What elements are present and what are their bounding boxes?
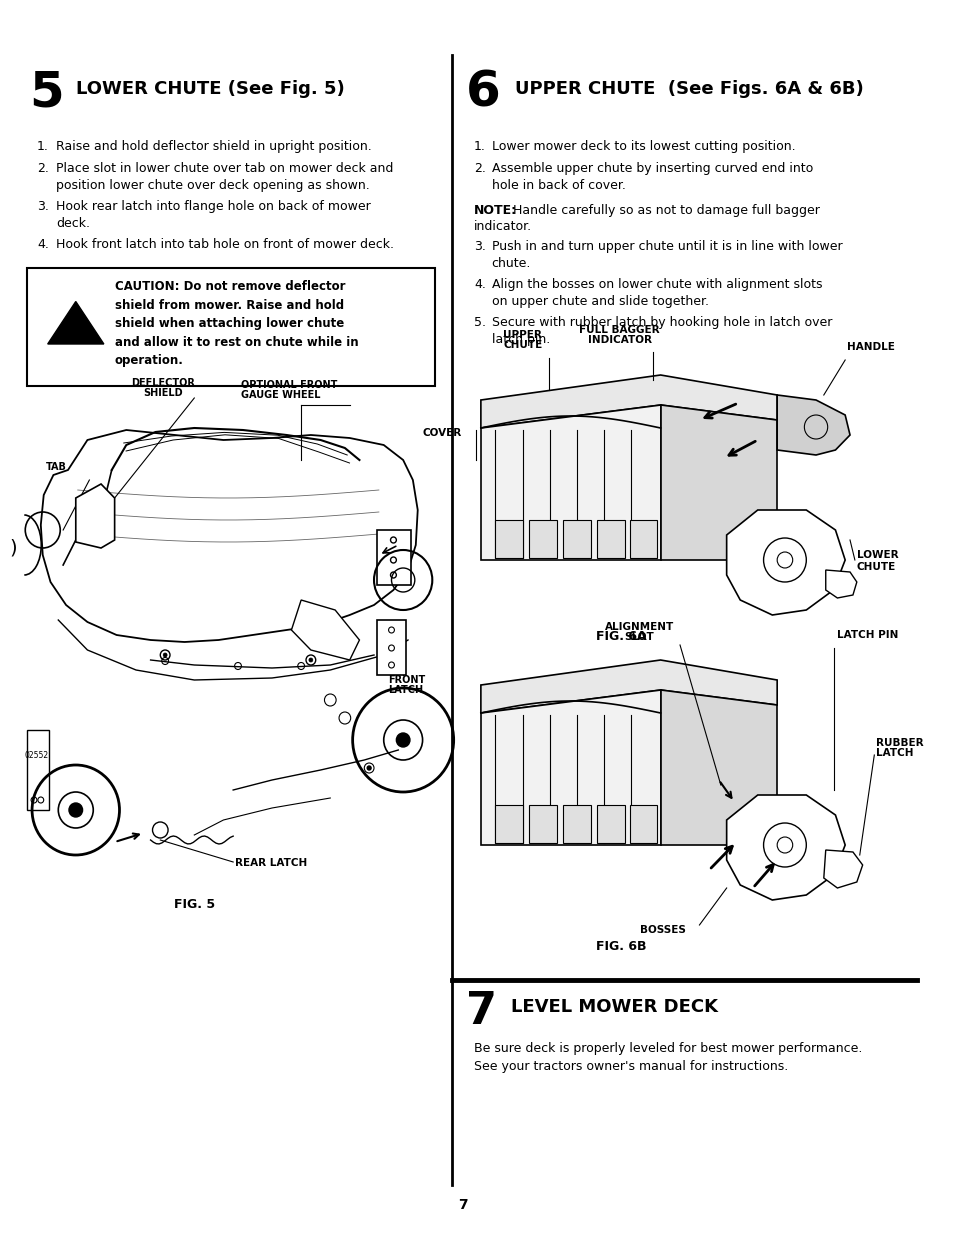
Text: LOWER CHUTE (See Fig. 5): LOWER CHUTE (See Fig. 5) [75,80,344,98]
Text: ): ) [10,539,17,557]
Text: FULL BAGGER: FULL BAGGER [578,325,659,335]
Text: LOWER: LOWER [856,550,898,560]
Text: 02552: 02552 [25,750,49,759]
Text: FRONT: FRONT [388,675,425,685]
Polygon shape [777,396,849,455]
Circle shape [367,766,371,770]
Circle shape [163,653,167,658]
Polygon shape [563,520,590,557]
Polygon shape [825,570,856,598]
Polygon shape [823,850,862,887]
Polygon shape [597,805,624,843]
Bar [376,530,411,585]
Text: 7: 7 [466,990,497,1033]
Text: Handle carefully so as not to damage full bagger: Handle carefully so as not to damage ful… [513,204,819,218]
Polygon shape [495,805,522,843]
Polygon shape [291,599,359,660]
Polygon shape [480,660,777,713]
Text: Hook rear latch into flange hole on back of mower
deck.: Hook rear latch into flange hole on back… [56,200,371,230]
Text: 5: 5 [30,68,64,116]
Text: LATCH PIN: LATCH PIN [837,630,898,640]
Text: CHUTE: CHUTE [856,562,895,572]
Polygon shape [659,690,777,845]
Text: Raise and hold deflector shield in upright position.: Raise and hold deflector shield in uprig… [56,140,372,153]
Text: Hook front latch into tab hole on front of mower deck.: Hook front latch into tab hole on front … [56,239,394,251]
Text: Push in and turn upper chute until it is in line with lower
chute.: Push in and turn upper chute until it is… [491,240,841,269]
Polygon shape [629,520,656,557]
Text: indicator.: indicator. [474,220,532,234]
Text: !: ! [72,321,79,336]
Text: LATCH: LATCH [876,748,913,758]
Bar [28,730,49,810]
Circle shape [395,733,410,747]
Text: FIG. 6B: FIG. 6B [596,941,646,953]
Polygon shape [529,805,556,843]
Text: LEVEL MOWER DECK: LEVEL MOWER DECK [511,997,718,1016]
Text: Align the bosses on lower chute with alignment slots
on upper chute and slide to: Align the bosses on lower chute with ali… [491,278,821,308]
Polygon shape [480,405,659,560]
Text: COVER: COVER [422,428,461,438]
Text: Secure with rubber latch by hooking hole in latch over
latch pin.: Secure with rubber latch by hooking hole… [491,316,831,346]
Polygon shape [563,805,590,843]
Text: Place slot in lower chute over tab on mower deck and
position lower chute over d: Place slot in lower chute over tab on mo… [56,162,394,192]
Text: UPPER: UPPER [502,330,541,340]
Text: RUBBER: RUBBER [876,738,923,748]
Text: 3.: 3. [474,240,485,253]
Text: 6: 6 [466,68,500,116]
Circle shape [309,658,313,662]
Polygon shape [629,805,656,843]
Text: TAB: TAB [46,462,67,472]
Text: Lower mower deck to its lowest cutting position.: Lower mower deck to its lowest cutting p… [491,140,795,153]
Text: REAR LATCH: REAR LATCH [234,858,307,868]
Text: 5.: 5. [474,316,486,329]
Text: LATCH: LATCH [388,685,423,695]
Polygon shape [495,520,522,557]
Text: HANDLE: HANDLE [846,342,894,352]
Polygon shape [48,302,104,344]
Text: BOSSES: BOSSES [639,925,685,934]
Text: CAUTION: Do not remove deflector
shield from mower. Raise and hold
shield when a: CAUTION: Do not remove deflector shield … [114,281,358,367]
Text: 4.: 4. [37,239,49,251]
Bar [376,620,406,675]
Text: 2.: 2. [474,162,485,176]
Polygon shape [726,795,844,900]
Text: SLOT: SLOT [623,632,654,641]
Text: INDICATOR: INDICATOR [587,335,651,345]
Text: FIG. 5: FIG. 5 [173,899,214,911]
Text: 7: 7 [458,1198,468,1213]
Text: SHIELD: SHIELD [143,388,183,398]
Polygon shape [726,510,844,616]
Text: NOTE:: NOTE: [474,204,517,218]
Text: ALIGNMENT: ALIGNMENT [604,622,673,632]
Polygon shape [597,520,624,557]
Text: UPPER CHUTE  (See Figs. 6A & 6B): UPPER CHUTE (See Figs. 6A & 6B) [515,80,862,98]
Text: 1.: 1. [474,140,485,153]
Text: OPTIONAL FRONT: OPTIONAL FRONT [241,379,337,391]
Text: 2.: 2. [37,162,49,176]
Polygon shape [41,430,417,641]
Text: 3.: 3. [37,200,49,213]
Polygon shape [480,690,659,845]
Text: GAUGE WHEEL: GAUGE WHEEL [241,391,320,400]
Polygon shape [480,375,777,428]
Polygon shape [659,405,777,560]
Bar [28,268,435,386]
Text: Be sure deck is properly leveled for best mower performance.
See your tractors o: Be sure deck is properly leveled for bes… [474,1042,862,1073]
Text: FIG. 6A: FIG. 6A [596,630,646,643]
Polygon shape [75,485,114,548]
Circle shape [69,803,83,817]
Text: 4.: 4. [474,278,485,290]
Text: DEFLECTOR: DEFLECTOR [132,378,195,388]
Polygon shape [529,520,556,557]
Text: 1.: 1. [37,140,49,153]
Text: Assemble upper chute by inserting curved end into
hole in back of cover.: Assemble upper chute by inserting curved… [491,162,812,192]
Text: CHUTE: CHUTE [502,340,541,350]
